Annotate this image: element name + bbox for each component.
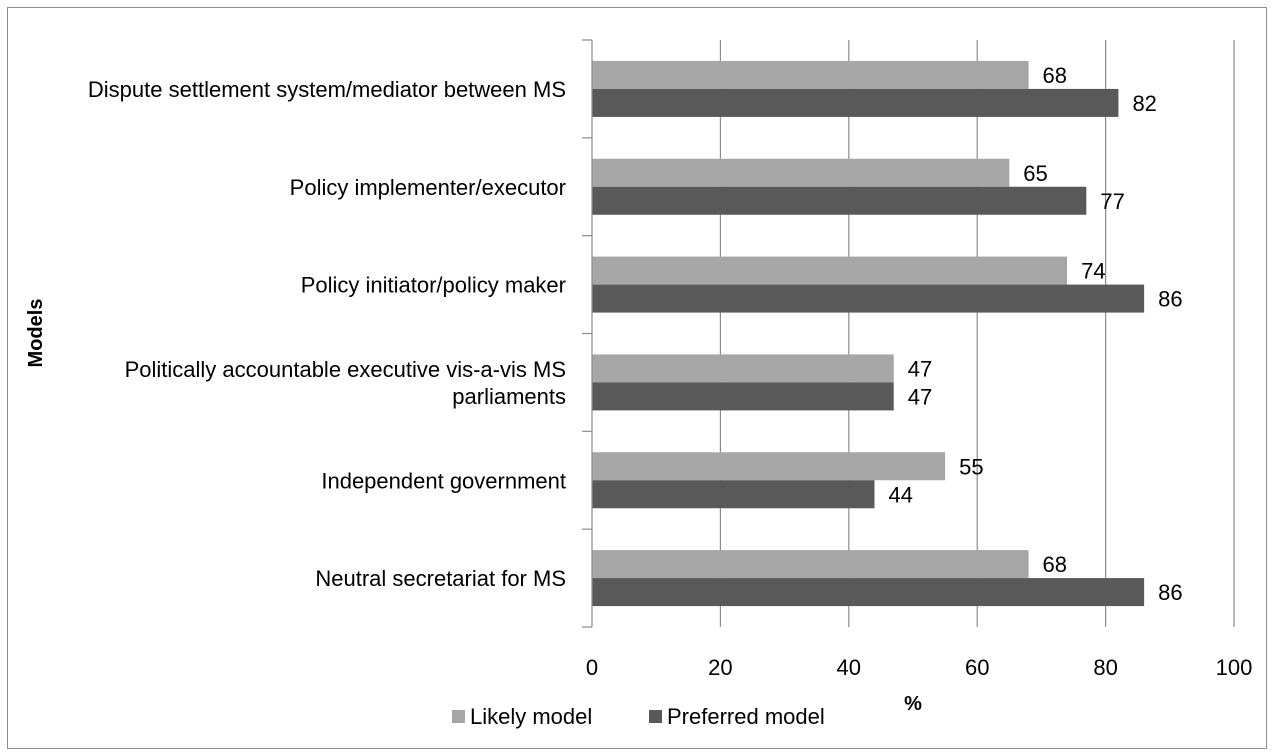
x-tick-label: 80 — [1093, 655, 1117, 680]
data-label: 65 — [1023, 161, 1047, 186]
bar — [592, 354, 894, 383]
data-label: 44 — [888, 482, 912, 507]
legend: Likely model Preferred model — [452, 704, 825, 729]
data-label: 47 — [908, 356, 932, 381]
labels: 0 20 40 60 80 100 68 82 Dispute settlement syste… — [88, 63, 1252, 680]
category-label: Independent government — [321, 468, 566, 493]
bars — [592, 60, 1145, 607]
bar — [592, 382, 894, 411]
axes — [582, 39, 593, 628]
legend-swatch — [649, 710, 662, 723]
data-label: 86 — [1158, 580, 1182, 605]
category-label: Policy implementer/executor — [290, 175, 566, 200]
x-axis-title: % — [904, 693, 922, 715]
x-tick-label: 40 — [837, 655, 861, 680]
bar — [592, 550, 1029, 579]
y-axis-title: Models — [25, 299, 47, 368]
bar — [592, 452, 946, 481]
data-label: 68 — [1043, 552, 1067, 577]
bar — [592, 480, 875, 509]
legend-label: Likely model — [470, 704, 592, 729]
x-tick-label: 0 — [586, 655, 598, 680]
bar — [592, 578, 1145, 607]
bar — [592, 60, 1029, 89]
x-tick-label: 20 — [708, 655, 732, 680]
gridlines — [719, 40, 1235, 627]
legend-swatch — [452, 710, 465, 723]
category-label: Policy initiator/policy maker — [301, 273, 566, 298]
bar — [592, 158, 1010, 187]
bar — [592, 256, 1068, 285]
bar — [592, 88, 1119, 117]
legend-label: Preferred model — [667, 704, 825, 729]
bar — [592, 186, 1087, 215]
data-label: 86 — [1158, 287, 1182, 312]
data-label: 74 — [1081, 259, 1105, 284]
data-label: 77 — [1100, 189, 1124, 214]
bar — [592, 284, 1145, 313]
x-tick-label: 100 — [1216, 655, 1253, 680]
data-label: 55 — [959, 454, 983, 479]
category-label: Dispute settlement system/mediator betwe… — [88, 77, 566, 102]
data-label: 68 — [1043, 63, 1067, 88]
data-label: 82 — [1132, 91, 1156, 116]
data-label: 47 — [908, 384, 932, 409]
category-label: Neutral secretariat for MS — [315, 566, 566, 591]
category-label: Politically accountable executive vis-a-… — [125, 357, 566, 409]
x-tick-label: 60 — [965, 655, 989, 680]
